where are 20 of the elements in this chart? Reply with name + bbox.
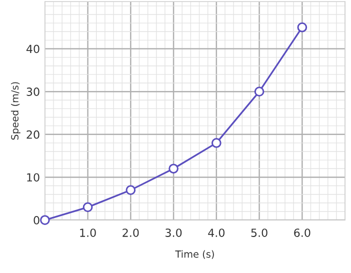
point xyxy=(297,22,308,32)
point xyxy=(254,86,264,96)
x-tick-label: 3.0 xyxy=(166,228,182,237)
point xyxy=(168,164,178,174)
y-tick-label: 0 xyxy=(34,216,40,224)
y-tick-label: 20 xyxy=(26,130,40,139)
point xyxy=(126,185,136,195)
x-tick-label: 5.0 xyxy=(251,228,268,237)
x-axis-title: Time (s) xyxy=(175,250,214,259)
y-axis-title: Speed (m/s) xyxy=(10,82,20,140)
y-tick-label: 40 xyxy=(26,44,40,54)
x-tick-label: 6.0 xyxy=(294,228,310,237)
x-tick-label: 1.0 xyxy=(80,228,96,237)
x-tick-label: 2.0 xyxy=(122,228,139,237)
point xyxy=(40,215,50,225)
y-tick-label: 30 xyxy=(26,88,40,96)
x-tick-label: 4.0 xyxy=(208,228,225,237)
y-tick-label: 10 xyxy=(27,173,40,182)
point xyxy=(211,138,222,148)
point xyxy=(82,202,93,212)
